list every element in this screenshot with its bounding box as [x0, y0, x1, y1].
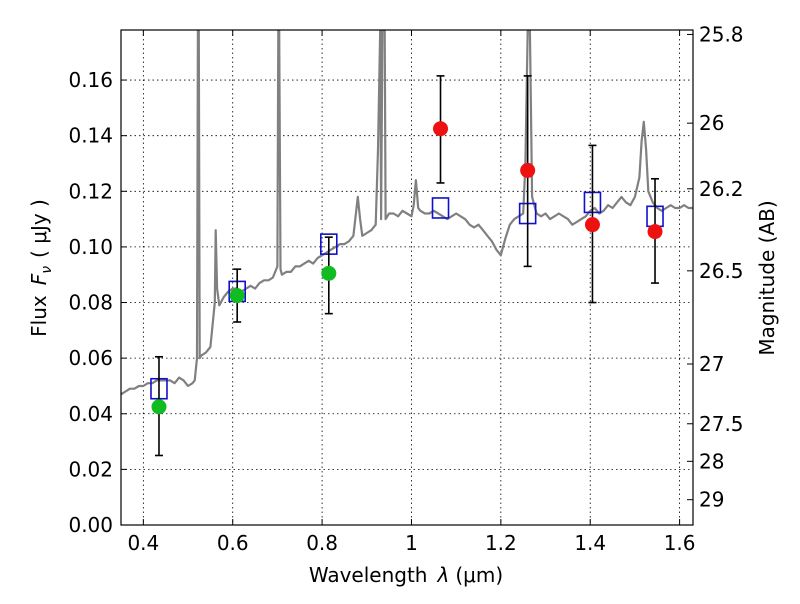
tick-labels: 0.4 0.6 0.8 1 1.2 1.4 1.6 0.00 0.02 0.04 0.06 0.08 0… — [68, 22, 743, 555]
x-tick-label: 1.6 — [664, 531, 696, 555]
x-tick-label: 0.6 — [217, 531, 249, 555]
red-data-point — [433, 121, 449, 137]
spectrum-line — [121, 30, 693, 396]
green-data-point — [151, 399, 167, 415]
y2-tick-label: 29 — [699, 488, 724, 512]
x-tick-label: 1.2 — [485, 531, 517, 555]
y-tick-label: 0.12 — [68, 179, 113, 203]
y-axis-label-unit: ( μJy ) — [27, 199, 51, 258]
y-axis-label-text: Flux — [27, 295, 51, 337]
y2-tick-label: 25.8 — [699, 22, 744, 46]
y-tick-label: 0.16 — [68, 68, 113, 92]
green-data-point — [229, 288, 245, 304]
y2-tick-label: 26 — [699, 111, 724, 135]
green-data-point — [321, 265, 337, 281]
x-tick-label: 0.4 — [127, 531, 159, 555]
y2-tick-label: 27.5 — [699, 412, 744, 436]
x-tick-label: 0.8 — [306, 531, 338, 555]
data-layer — [121, 30, 693, 457]
y-tick-label: 0.14 — [68, 124, 113, 148]
y-tick-label: 0.06 — [68, 346, 113, 370]
red-data-point — [647, 224, 663, 240]
x-tick-label: 1.4 — [574, 531, 606, 555]
y-tick-label: 0.04 — [68, 402, 113, 426]
y-axis-label-subscript: ν — [39, 266, 55, 274]
plot-frame — [120, 29, 694, 526]
y2-tick-label: 28 — [699, 449, 724, 473]
x-axis-label: Wavelength λ (μm) — [309, 563, 503, 587]
x-axis-label-symbol: λ — [437, 563, 450, 587]
red-data-point — [584, 217, 600, 233]
y-axis-label-symbol: F — [27, 273, 51, 285]
x-tick-label: 1 — [405, 531, 418, 555]
y-tick-label: 0.08 — [68, 291, 113, 315]
y-tick-label: 0.00 — [68, 513, 113, 537]
model-flux-square — [431, 197, 450, 219]
y2-tick-label: 26.2 — [699, 177, 744, 201]
y2-tick-label: 26.5 — [699, 259, 744, 283]
x-axis-label-text: Wavelength — [309, 563, 428, 587]
grid-lines — [121, 30, 693, 526]
axis-ticks — [121, 30, 693, 526]
y-tick-label: 0.02 — [68, 457, 113, 481]
y-tick-label: 0.10 — [68, 235, 113, 259]
y2-tick-label: 27 — [699, 352, 724, 376]
y-axis-label: Flux Fν ( μJy ) — [27, 199, 55, 337]
y2-axis-label: Magnitude (AB) — [755, 200, 779, 355]
x-axis-label-unit: (μm) — [455, 563, 503, 587]
red-data-point — [520, 162, 536, 178]
